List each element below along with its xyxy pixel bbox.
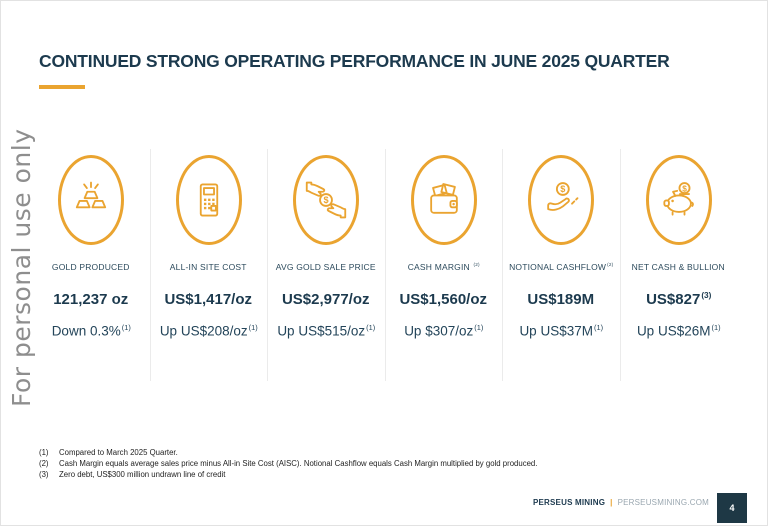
footer-site-link[interactable]: PERSEUSMINING.COM bbox=[617, 498, 709, 507]
kpi-icon-ring: $ bbox=[528, 155, 595, 245]
page-title: CONTINUED STRONG OPERATING PERFORMANCE I… bbox=[39, 51, 670, 71]
kpi-change: Up $307/oz(1) bbox=[404, 323, 484, 339]
footnotes: (1) Compared to March 2025 Quarter. (2) … bbox=[39, 447, 639, 480]
footnote-text: Compared to March 2025 Quarter. bbox=[59, 448, 178, 457]
footnote-row: (2) Cash Margin equals average sales pri… bbox=[39, 458, 639, 469]
page-number: 4 bbox=[729, 503, 735, 513]
kpi-value: US$189M bbox=[527, 291, 595, 308]
kpi-label: CASH MARGIN (2) bbox=[407, 262, 480, 272]
svg-text:$: $ bbox=[324, 195, 329, 205]
page-number-box: 4 bbox=[717, 493, 747, 523]
kpi-icon-ring: $ bbox=[293, 155, 360, 245]
kpi-change: Up US$26M(1) bbox=[636, 323, 721, 339]
footnote-text: Zero debt, US$300 million undrawn line o… bbox=[59, 470, 226, 479]
footnote-number: (3) bbox=[39, 470, 49, 479]
kpi-value: US$827(3) bbox=[646, 291, 712, 308]
kpi-change: Up US$208/oz(1) bbox=[159, 323, 258, 339]
kpi-change: Up US$515/oz(1) bbox=[277, 323, 376, 339]
hand-coin-icon: $ bbox=[547, 182, 579, 211]
footnote-text: Cash Margin equals average sales price m… bbox=[59, 459, 538, 468]
footnote-number: (2) bbox=[39, 459, 49, 468]
kpi-label: ALL-IN SITE COST bbox=[169, 262, 247, 272]
kpi-value: US$1,560/oz bbox=[399, 291, 488, 308]
kpi-label: NOTIONAL CASHFLOW(2) bbox=[509, 262, 614, 272]
calculator-icon bbox=[199, 183, 218, 217]
svg-text:$: $ bbox=[682, 184, 687, 193]
kpi-column-net-cash-bullion: $ NET CASH & BULLION US$827(3) Up US$26M… bbox=[619, 149, 738, 381]
kpi-label: GOLD PRODUCED bbox=[51, 262, 130, 272]
footer-brand: PERSEUS MINING bbox=[532, 498, 606, 507]
kpi-column-gold-produced: GOLD PRODUCED 121,237 oz Down 0.3%(1) bbox=[33, 149, 150, 381]
footer-separator: | bbox=[610, 498, 613, 507]
svg-text:$: $ bbox=[561, 184, 566, 194]
piggy-bank-icon: $ bbox=[663, 182, 694, 216]
kpi-icon-ring: $ bbox=[645, 155, 712, 245]
kpi-label: NET CASH & BULLION bbox=[631, 262, 725, 272]
footnote-row: (3) Zero debt, US$300 million undrawn li… bbox=[39, 469, 639, 480]
kpi-icon-ring bbox=[58, 155, 125, 245]
wallet-cash-icon bbox=[430, 183, 458, 214]
kpi-column-notional-cashflow: $ NOTIONAL CASHFLOW(2) US$189M Up US$37M… bbox=[502, 149, 620, 381]
kpi-icon-ring bbox=[175, 155, 242, 245]
kpi-row: GOLD PRODUCED 121,237 oz Down 0.3%(1) bbox=[33, 149, 737, 381]
kpi-change: Up US$37M(1) bbox=[519, 323, 604, 339]
watermark-text: For personal use only bbox=[7, 128, 36, 408]
hands-exchange-dollar-icon: $ bbox=[306, 181, 347, 219]
kpi-value: US$1,417/oz bbox=[164, 291, 253, 308]
footnote-number: (1) bbox=[39, 448, 49, 457]
kpi-value: 121,237 oz bbox=[53, 291, 129, 308]
footer: PERSEUS MINING | PERSEUSMINING.COM bbox=[533, 498, 709, 507]
gold-bars-icon bbox=[76, 181, 107, 209]
title-underline bbox=[39, 85, 85, 89]
footnote-row: (1) Compared to March 2025 Quarter. bbox=[39, 447, 639, 458]
kpi-icon-ring bbox=[410, 155, 477, 245]
kpi-label: AVG GOLD SALE PRICE bbox=[275, 262, 376, 272]
kpi-column-cash-margin: CASH MARGIN (2) US$1,560/oz Up $307/oz(1… bbox=[384, 149, 503, 381]
kpi-column-avg-gold-sale-price: $ AVG GOLD SALE PRICE US$2,977/oz Up US$… bbox=[267, 149, 385, 381]
kpi-value: US$2,977/oz bbox=[281, 291, 370, 308]
kpi-column-all-in-site-cost: ALL-IN SITE COST US$1,417/oz Up US$208/o… bbox=[149, 149, 268, 381]
kpi-change: Down 0.3%(1) bbox=[51, 323, 131, 339]
